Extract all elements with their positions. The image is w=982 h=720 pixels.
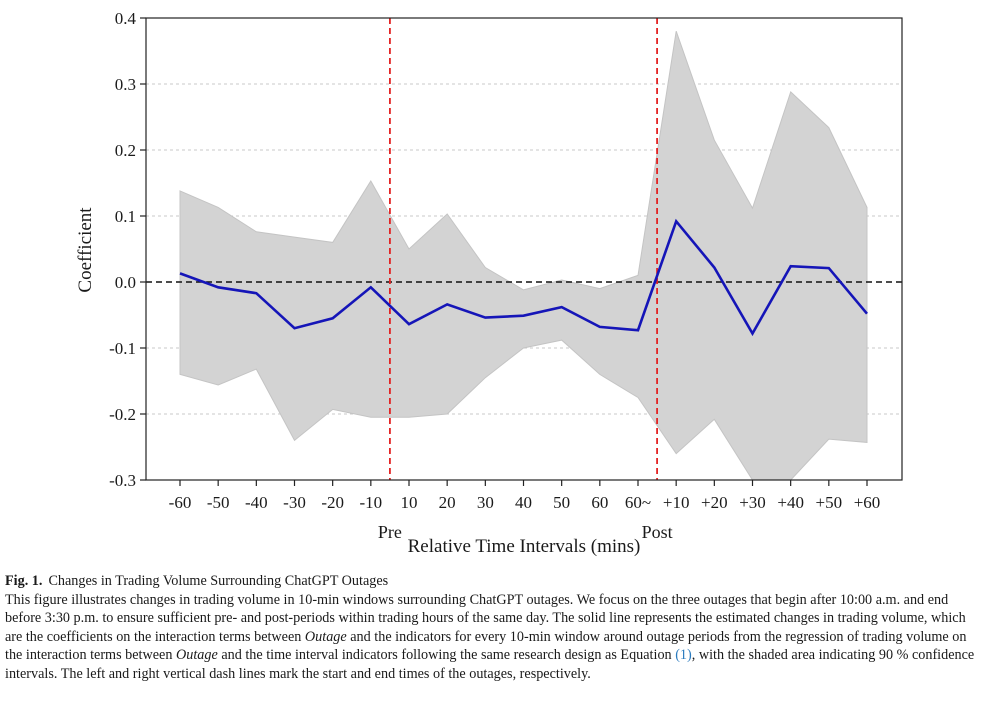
x-tick-label: -20	[321, 493, 344, 512]
x-tick-label: 60	[591, 493, 608, 512]
x-tick-label: 50	[553, 493, 570, 512]
x-tick-label: +60	[854, 493, 881, 512]
y-tick-label: -0.1	[109, 339, 136, 358]
figure-caption: Fig. 1. Changes in Trading Volume Surroun…	[5, 572, 977, 684]
y-tick-label: -0.3	[109, 471, 136, 490]
y-tick-label: 0.4	[115, 9, 137, 28]
outage-markers	[389, 18, 658, 480]
caption-text: and the indicators for every 10-min wind…	[5, 628, 967, 664]
x-tick-label: 40	[515, 493, 532, 512]
x-tick-label: +10	[663, 493, 690, 512]
y-tick-label: 0.1	[115, 207, 136, 226]
x-tick-label: +30	[739, 493, 766, 512]
chart: -0.3 -0.2 -0.1 0.0 0.1 0.2 0.3 0.4 -60 -50 -40 -30…	[75, 9, 903, 557]
coefficient-line	[179, 218, 868, 337]
y-axis-label: Coefficient	[75, 207, 96, 293]
x-tick-label: +40	[777, 493, 804, 512]
x-tick-label: -30	[283, 493, 306, 512]
x-tick-label: -50	[207, 493, 230, 512]
figure-title: Changes in Trading Volume Surrounding Ch…	[48, 573, 389, 589]
x-axis-ticks: -60 -50 -40 -30 -20 -10 10 20 30 40 50 60 60~ +10 +20 +…	[169, 480, 881, 512]
outage-marker-label: Pre	[378, 522, 402, 542]
x-tick-label: +50	[816, 493, 843, 512]
figure-label: Fig. 1.	[5, 573, 43, 589]
y-tick-label: -0.2	[109, 405, 136, 424]
x-tick-label: -10	[359, 493, 382, 512]
caption-emphasis: Outage	[304, 628, 347, 645]
caption-text: and the time interval indicators followi…	[217, 647, 676, 664]
caption-body: This figure illustrates changes in tradi…	[5, 591, 977, 684]
y-tick-label: 0.2	[115, 141, 136, 160]
x-tick-label: +20	[701, 493, 728, 512]
x-tick-label: -40	[245, 493, 268, 512]
x-tick-label: 20	[439, 493, 456, 512]
caption-text: This figure illustrates changes in tradi…	[5, 591, 966, 645]
y-tick-label: 0.3	[115, 75, 136, 94]
caption-text: , with the shaded area indicating 90 % c…	[5, 647, 975, 682]
x-tick-label: 60~	[625, 493, 651, 512]
y-axis-ticks: -0.3 -0.2 -0.1 0.0 0.1 0.2 0.3 0.4	[109, 9, 146, 490]
outage-marker-labels: Pre Post	[378, 522, 673, 542]
y-tick-label: 0.0	[115, 273, 136, 292]
outage-marker-label: Post	[642, 522, 673, 542]
caption-heading: Fig. 1. Changes in Trading Volume Surroun…	[5, 572, 977, 591]
x-tick-label: -60	[169, 493, 192, 512]
confidence-interval-band	[179, 31, 868, 481]
x-tick-label: 30	[477, 493, 494, 512]
equation-reference-link[interactable]: (1)	[675, 647, 692, 664]
x-tick-label: 10	[401, 493, 418, 512]
caption-emphasis: Outage	[175, 647, 218, 664]
x-axis-label: Relative Time Intervals (mins)	[408, 536, 641, 557]
